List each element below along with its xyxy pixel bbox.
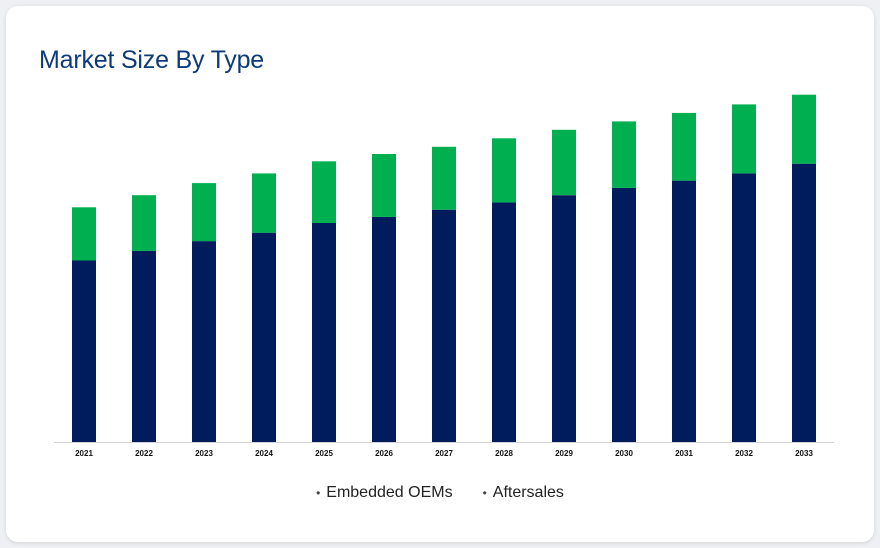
chart-title: Market Size By Type bbox=[39, 46, 264, 74]
bar-embedded-oems-2021[interactable] bbox=[72, 260, 96, 443]
x-tick-label-2027: 2027 bbox=[435, 449, 453, 458]
x-tick-label-2032: 2032 bbox=[735, 449, 753, 458]
bar-aftersales-2021[interactable] bbox=[72, 207, 96, 261]
chart-card: Market Size By Type 2021 2022 2023 2024 2025… bbox=[6, 6, 874, 542]
x-tick-label-2033: 2033 bbox=[795, 449, 813, 458]
bar-embedded-oems-2028[interactable] bbox=[492, 202, 516, 442]
x-tick-label-2028: 2028 bbox=[495, 449, 513, 458]
bar-embedded-oems-2023[interactable] bbox=[192, 241, 216, 442]
bar-embedded-oems-2027[interactable] bbox=[432, 209, 456, 442]
bar-embedded-oems-2032[interactable] bbox=[732, 173, 756, 442]
x-tick-label-2021: 2021 bbox=[75, 449, 93, 458]
bar-embedded-oems-2024[interactable] bbox=[252, 232, 276, 442]
bar-embedded-oems-2033[interactable] bbox=[792, 163, 816, 442]
bar-aftersales-2023[interactable] bbox=[192, 183, 216, 242]
bar-embedded-oems-2029[interactable] bbox=[552, 195, 576, 442]
legend-label: Embedded OEMs bbox=[326, 484, 453, 501]
legend-label: Aftersales bbox=[492, 484, 564, 501]
x-tick-label-2022: 2022 bbox=[135, 449, 153, 458]
bar-embedded-oems-2022[interactable] bbox=[132, 250, 156, 442]
legend-item-embedded-oems[interactable]: • Embedded OEMs bbox=[316, 484, 452, 502]
bullet-icon: • bbox=[316, 486, 321, 500]
legend: • Embedded OEMs • Aftersales bbox=[6, 484, 874, 502]
bar-embedded-oems-2026[interactable] bbox=[372, 216, 396, 442]
bar-aftersales-2031[interactable] bbox=[672, 112, 696, 181]
bar-embedded-oems-2025[interactable] bbox=[312, 223, 336, 442]
x-tick-label-2031: 2031 bbox=[675, 449, 693, 458]
bar-aftersales-2024[interactable] bbox=[252, 173, 276, 233]
bar-aftersales-2030[interactable] bbox=[612, 121, 636, 188]
bar-aftersales-2022[interactable] bbox=[132, 195, 156, 251]
bar-aftersales-2032[interactable] bbox=[732, 104, 756, 174]
bar-aftersales-2033[interactable] bbox=[792, 94, 816, 164]
x-tick-label-2024: 2024 bbox=[255, 449, 273, 458]
x-tick-label-2030: 2030 bbox=[615, 449, 633, 458]
bar-aftersales-2029[interactable] bbox=[552, 129, 576, 196]
bar-aftersales-2025[interactable] bbox=[312, 161, 336, 223]
legend-item-aftersales[interactable]: • Aftersales bbox=[483, 484, 564, 502]
x-tick-label-2026: 2026 bbox=[375, 449, 393, 458]
bullet-icon: • bbox=[482, 486, 487, 500]
bar-aftersales-2027[interactable] bbox=[432, 146, 456, 210]
x-tick-label-2029: 2029 bbox=[555, 449, 573, 458]
bar-aftersales-2028[interactable] bbox=[492, 138, 516, 203]
x-tick-label-2025: 2025 bbox=[315, 449, 333, 458]
bar-embedded-oems-2031[interactable] bbox=[672, 180, 696, 442]
bar-embedded-oems-2030[interactable] bbox=[612, 187, 636, 442]
bar-aftersales-2026[interactable] bbox=[372, 154, 396, 217]
bar-chart: 2021 2022 2023 2024 2025 2026 2027 2028 2029 2030… bbox=[54, 94, 834, 458]
x-tick-label-2023: 2023 bbox=[195, 449, 213, 458]
